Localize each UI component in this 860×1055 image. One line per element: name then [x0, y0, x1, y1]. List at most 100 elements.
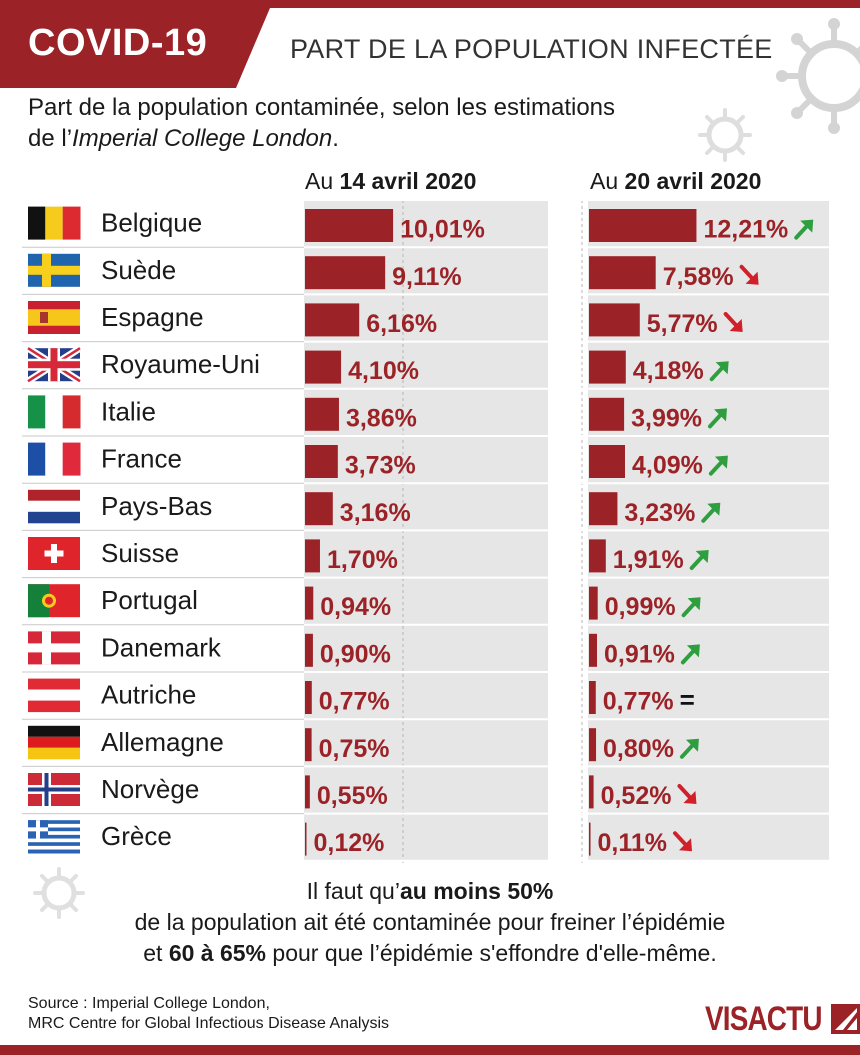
header-badge: COVID-19 [0, 8, 270, 88]
country-label: Italie [101, 396, 156, 426]
country-label: Danemark [101, 632, 222, 662]
germany-flag-icon [28, 725, 80, 760]
chart-row: Portugal 0,94% 0,99% [28, 584, 701, 621]
value-label: 0,75% [319, 735, 390, 763]
chart-row: Espagne 6,16% 5,77% [28, 301, 743, 338]
country-label: Espagne [101, 302, 204, 332]
netherlands-flag-icon [28, 489, 80, 524]
bottom-strip [0, 1045, 860, 1055]
bar [305, 586, 314, 620]
chart-row: Royaume-Uni 4,10% 4,18% [26, 345, 729, 385]
spain-flag-icon [28, 301, 80, 334]
norway-flag-icon [28, 773, 80, 806]
footnote: Il faut qu’au moins 50% de la population… [0, 876, 860, 969]
bar [305, 350, 342, 384]
bar [589, 586, 598, 620]
bar [589, 397, 625, 431]
bar [305, 775, 310, 809]
country-label: Autriche [101, 680, 196, 710]
bar [589, 681, 596, 714]
country-label: Suisse [101, 538, 179, 568]
trend-up-arrow-icon [709, 361, 729, 382]
chart-row: Allemagne 0,75% 0,80% [28, 725, 699, 763]
value-label: 4,09% [632, 452, 703, 480]
subtitle-line1: Part de la population contaminée, selon … [28, 94, 616, 121]
badge-text: COVID-19 [28, 22, 208, 64]
country-label: France [101, 444, 182, 474]
chart-row: Pays-Bas 3,16% 3,23% [28, 489, 721, 527]
trend-up-arrow-icon [794, 219, 814, 240]
greece-flag-icon [28, 820, 80, 854]
value-label: 4,10% [348, 357, 419, 385]
bar [305, 209, 394, 242]
chart-row: Grèce 0,12% 0,11% [28, 820, 693, 857]
source-line1: Source : Imperial College London, [28, 995, 270, 1012]
footnote-line2: de la population ait été contaminée pour… [134, 909, 726, 935]
denmark-flag-icon [28, 631, 80, 665]
trend-up-arrow-icon [708, 408, 728, 429]
value-label: 0,94% [320, 593, 391, 621]
france-flag-icon [28, 442, 81, 476]
value-label: 3,23% [624, 499, 695, 527]
value-label: 3,16% [340, 499, 411, 527]
value-label: 0,52% [601, 782, 672, 810]
subtitle-line2: de l’Imperial College London. [28, 125, 339, 152]
country-label: Portugal [101, 585, 198, 615]
bar [589, 303, 640, 337]
country-label: Grèce [101, 821, 172, 851]
value-label: 0,99% [605, 593, 676, 621]
chart-row: Italie 3,86% 3,99% [28, 395, 728, 432]
chart-row: Danemark 0,90% 0,91% [28, 631, 700, 668]
bar [305, 303, 360, 337]
uk-flag-icon [26, 345, 82, 385]
bar [305, 397, 339, 431]
trend-equal-icon: = [680, 685, 695, 715]
belgium-flag-icon [28, 206, 81, 240]
trend-up-arrow-icon [681, 597, 701, 618]
switzerland-flag-icon [28, 537, 80, 570]
trend-up-arrow-icon [689, 550, 709, 570]
bar [589, 350, 626, 384]
value-label: 3,73% [345, 452, 416, 480]
bar [305, 728, 312, 762]
virus-icon [698, 108, 752, 162]
value-label: 0,80% [603, 735, 674, 763]
source-line2: MRC Centre for Global Infectious Disease… [28, 1015, 390, 1032]
column-header-left: Au 14 avril 2020 [305, 168, 477, 194]
value-label: 3,86% [346, 404, 417, 432]
trend-down-arrow-icon [677, 784, 697, 804]
country-label: Norvège [101, 774, 199, 804]
bar-chart: Belgique 10,01% 12,21% Suède 9,11% 7,58% Espag… [22, 199, 829, 865]
portugal-flag-icon [28, 584, 80, 618]
bar [305, 539, 320, 573]
chart-row: Autriche 0,77% 0,77% = [28, 678, 695, 716]
italy-flag-icon [28, 395, 81, 429]
chart-row: Suède 9,11% 7,58% [28, 253, 759, 291]
bar [305, 492, 333, 526]
value-label: 7,58% [663, 263, 734, 291]
trend-down-arrow-icon [673, 831, 693, 852]
bar [589, 728, 597, 762]
trend-up-arrow-icon [708, 455, 728, 476]
subtitle: Part de la population contaminée, selon … [28, 92, 615, 154]
bar [305, 681, 312, 714]
value-label: 9,11% [392, 263, 462, 291]
column-header-right: Au 20 avril 2020 [590, 168, 762, 194]
bar [589, 633, 598, 667]
country-label: Pays-Bas [101, 491, 212, 521]
value-label: 3,99% [631, 404, 702, 432]
value-label: 1,91% [613, 546, 684, 574]
value-label: 0,77% [603, 688, 674, 716]
bar [589, 209, 697, 242]
value-label: 4,18% [633, 357, 704, 385]
bar [305, 633, 313, 667]
chart-row: Suisse 1,70% 1,91% [28, 537, 709, 574]
sweden-flag-icon [28, 253, 80, 287]
header-title: PART DE LA POPULATION INFECTÉE [290, 34, 773, 64]
country-label: Belgique [101, 208, 202, 238]
chart-row: France 3,73% 4,09% [28, 442, 728, 480]
bar [589, 822, 591, 856]
bar [589, 492, 618, 526]
austria-flag-icon [28, 678, 80, 713]
logo-text: VISACTU [705, 1000, 822, 1038]
